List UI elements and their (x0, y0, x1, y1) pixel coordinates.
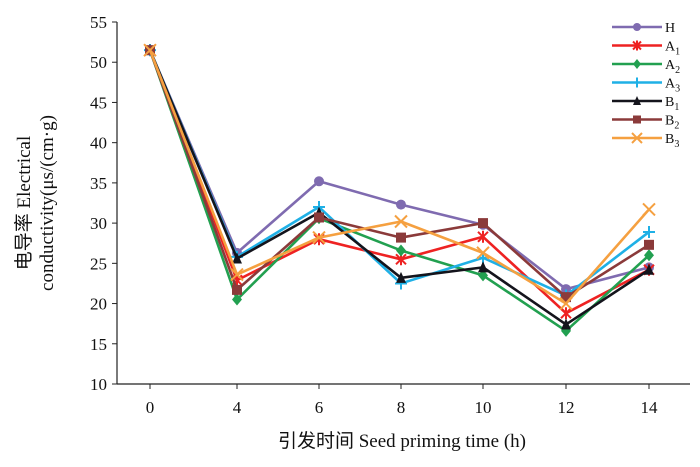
x-tick-label: 4 (233, 398, 242, 417)
axes: 10 15 20 25 30 35 40 45 50 55 0 4 6 8 10 12 14 (90, 13, 690, 417)
legend-label: B2 (665, 114, 679, 132)
marker-square (561, 292, 571, 303)
marker-circle (633, 23, 641, 31)
legend-label: H (665, 21, 675, 36)
series-B2 (145, 45, 654, 303)
marker-x (143, 43, 157, 57)
x-tick-label: 8 (397, 398, 406, 417)
legend-item-B1: B1 (612, 95, 679, 113)
marker-diamond (396, 244, 406, 257)
marker-diamond (478, 269, 488, 282)
series-group (143, 43, 656, 337)
x-tick-label: 12 (558, 398, 575, 417)
marker-x (394, 214, 408, 229)
marker-square (644, 239, 654, 250)
y-tick-label: 55 (90, 13, 107, 32)
marker-x (631, 132, 643, 144)
marker-triangle (232, 252, 242, 264)
legend-label: B1 (665, 95, 679, 113)
marker-diamond (633, 59, 641, 69)
legend-label: B3 (665, 132, 679, 150)
y-tick-label: 35 (90, 174, 107, 193)
marker-triangle (396, 271, 406, 283)
series-A3 (144, 44, 655, 302)
y-tick-label: 50 (90, 53, 107, 72)
marker-circle (314, 176, 324, 187)
legend-item-A2: A2 (612, 58, 680, 76)
marker-asterisk (632, 40, 642, 51)
marker-square (396, 232, 406, 243)
y-axis-label-line2: conductivity(μs/(cm·g) (37, 115, 58, 291)
marker-asterisk (477, 230, 489, 243)
marker-diamond (232, 293, 242, 306)
marker-asterisk (560, 307, 572, 320)
marker-circle (396, 199, 406, 210)
series-line-A1 (148, 49, 650, 315)
y-tick-label: 30 (90, 214, 107, 233)
y-axis-label-line1: 电导率 Electrical (13, 136, 35, 271)
marker-x (312, 230, 326, 245)
y-tick-label: 25 (90, 254, 107, 273)
marker-plus (643, 225, 655, 238)
y-tick-label: 40 (90, 134, 107, 153)
marker-triangle (478, 261, 488, 273)
marker-x (559, 296, 573, 311)
x-tick-label: 6 (315, 398, 324, 417)
y-tick-label: 10 (90, 375, 107, 394)
legend-label: A3 (665, 77, 680, 95)
marker-triangle (644, 263, 654, 275)
series-B3 (143, 43, 656, 311)
x-tick-label: 0 (146, 398, 155, 417)
legend-label: A2 (665, 58, 680, 76)
legend-item-B2: B2 (612, 114, 679, 132)
marker-x (642, 202, 656, 217)
x-tick-label: 14 (641, 398, 659, 417)
marker-square (633, 115, 641, 124)
legend-item-A1: A1 (612, 40, 680, 58)
legend-item-A3: A3 (612, 77, 680, 95)
x-tick-label: 10 (475, 398, 492, 417)
marker-x (476, 246, 490, 260)
marker-triangle (633, 96, 641, 105)
y-tick-label: 20 (90, 295, 107, 314)
marker-triangle (561, 318, 571, 330)
legend-item-B3: B3 (612, 132, 679, 150)
marker-diamond (644, 249, 654, 262)
x-axis-label: 引发时间 Seed priming time (h) (278, 430, 526, 452)
marker-square (314, 212, 324, 223)
series-A2 (145, 44, 654, 337)
marker-square (232, 284, 242, 295)
marker-plus (632, 77, 642, 88)
series-A1 (144, 44, 655, 320)
series-B1 (145, 44, 654, 330)
y-tick-label: 45 (90, 93, 107, 112)
legend-item-H: H (612, 21, 675, 36)
marker-x (230, 267, 244, 282)
marker-square (478, 218, 488, 229)
y-tick-label: 15 (90, 335, 107, 354)
legend-label: A1 (665, 40, 680, 58)
marker-circle (561, 284, 571, 295)
